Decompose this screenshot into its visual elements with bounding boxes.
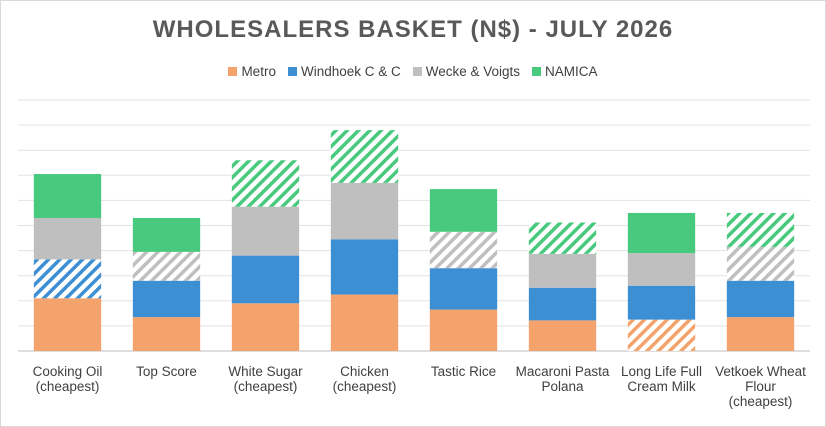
bar-segment-namica [231,160,300,207]
bar-segment-metro [330,294,399,351]
bar-segment-windhoek-c-c [330,239,399,295]
chart-legend: Metro Windhoek C & C Wecke & Voigts NAMICA [0,64,826,79]
bar-segment-wecke-voigts [627,253,696,286]
legend-swatch [228,67,238,76]
bar-segment-wecke-voigts [726,246,795,281]
bar-segment-windhoek-c-c [528,287,597,321]
bar-segment-namica [627,212,696,254]
bar-segment-metro [627,319,696,351]
bar-segment-metro [528,320,597,351]
bar-segment-metro [231,303,300,351]
chart-title: WHOLESALERS BASKET (N$) - JULY 2026 [152,16,674,43]
legend-label: Windhoek C & C [300,64,401,79]
bar-segment-windhoek-c-c [132,280,201,318]
bar-segment-windhoek-c-c [33,259,102,299]
bar-segment-metro [132,317,201,351]
legend-label: Wecke & Voigts [425,64,521,79]
bar-segment-wecke-voigts [330,182,399,240]
legend-swatch [412,67,422,76]
category-label: Chicken (cheapest) [333,364,397,394]
bar-segment-metro [726,317,795,351]
bar-segment-wecke-voigts [429,231,498,269]
bar-segment-metro [429,309,498,351]
bar-segment-namica [528,222,597,254]
bar-segment-wecke-voigts [33,217,102,260]
legend-item: NAMICA [532,64,598,79]
category-label: Top Score [136,364,197,379]
bar-segment-wecke-voigts [528,253,597,288]
legend-item: Windhoek C & C [287,64,401,79]
legend-swatch [532,67,542,76]
bar-segment-namica [33,174,102,218]
bar-segment-windhoek-c-c [429,268,498,310]
bar-segment-windhoek-c-c [726,280,795,318]
category-label: Cooking Oil (cheapest) [33,364,103,394]
category-label: Vetkoek Wheat Flour (cheapest) [715,364,806,409]
category-label: Tastic Rice [431,364,496,379]
bar-segment-windhoek-c-c [231,255,300,304]
legend-swatch [287,67,297,76]
bar-segment-namica [330,130,399,183]
bar-segment-wecke-voigts [132,251,201,281]
legend-item: Metro [228,64,276,79]
bar-segment-namica [132,217,201,252]
legend-label: NAMICA [545,64,598,79]
category-label: Long Life Full Cream Milk [621,364,702,394]
bar-segment-windhoek-c-c [627,285,696,320]
category-label: White Sugar (cheapest) [228,364,303,394]
category-label: Macaroni Pasta Polana [516,364,610,394]
bar-segment-wecke-voigts [231,206,300,256]
legend-item: Wecke & Voigts [412,64,521,79]
legend-label: Metro [241,64,276,79]
bar-segment-metro [33,298,102,351]
bar-segment-namica [726,212,795,247]
bar-segment-namica [429,189,498,232]
